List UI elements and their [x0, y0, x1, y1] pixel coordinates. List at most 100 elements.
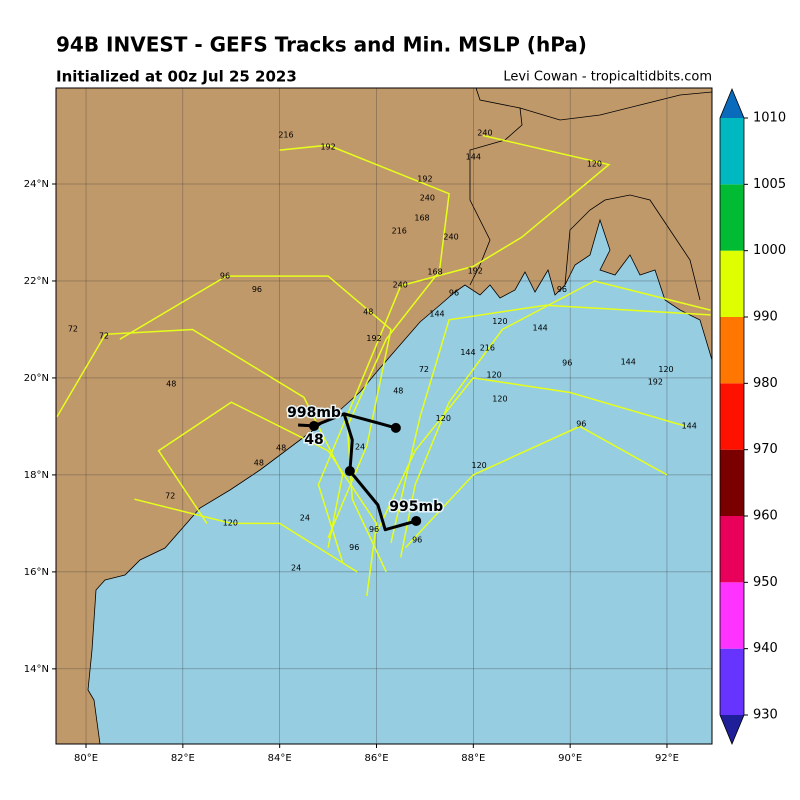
forecast-hour-label: 120	[658, 365, 673, 374]
forecast-hour-label: 24	[300, 514, 310, 523]
y-tick-label: 24°N	[24, 179, 49, 190]
annotation: 998mb	[287, 405, 341, 421]
forecast-hour-label: 96	[252, 285, 262, 294]
colorbar-segment	[720, 383, 744, 450]
x-tick-label: 90°E	[558, 753, 582, 764]
grid	[52, 88, 712, 748]
ensemble-track	[56, 328, 344, 548]
forecast-hour-label: 24	[355, 442, 365, 451]
mean-track	[298, 412, 417, 532]
border	[564, 194, 701, 301]
forecast-hour-label: 240	[393, 280, 408, 289]
colorbar-tick-label: 960	[753, 509, 778, 524]
forecast-hour-label: 216	[278, 131, 293, 140]
forecast-hour-label: 144	[621, 357, 636, 366]
forecast-hour-label: 72	[165, 491, 175, 500]
forecast-hour-label: 144	[532, 324, 547, 333]
forecast-hour-label: 192	[366, 334, 381, 343]
forecast-hour-label: 96	[557, 285, 567, 294]
x-tick-label: 92°E	[655, 753, 679, 764]
forecast-hour-label: 24	[291, 564, 301, 573]
forecast-hour-label: 72	[99, 331, 109, 340]
forecast-hour-label: 96	[349, 543, 359, 552]
ensemble-track	[157, 401, 378, 597]
forecast-hour-label: 120	[223, 518, 238, 527]
y-tick-label: 22°N	[24, 276, 49, 287]
forecast-hour-label: 96	[576, 420, 586, 429]
plot-frame	[55, 87, 713, 745]
colorbar: 930 940 950 960 970 980 990 1000 1005 1010	[719, 87, 786, 746]
forecast-hour-label: 240	[477, 129, 492, 138]
chart-title: 94B INVEST - GEFS Tracks and Min. MSLP (…	[56, 33, 587, 57]
forecast-hour-label: 48	[166, 379, 176, 388]
annotation: 48	[304, 432, 323, 448]
x-tick-label: 84°E	[268, 753, 292, 764]
forecast-hour-label: 96	[220, 272, 230, 281]
forecast-hour-label: 168	[414, 213, 429, 222]
mean-point	[411, 515, 422, 526]
forecast-hour-label: 216	[392, 227, 407, 236]
forecast-hour-label: 48	[276, 443, 286, 452]
x-tick-label: 80°E	[74, 753, 98, 764]
credit: Levi Cowan - tropicaltidbits.com	[503, 70, 712, 85]
colorbar-segment	[720, 317, 744, 384]
y-tick-label: 16°N	[24, 567, 49, 578]
forecast-hour-label: 96	[562, 358, 572, 367]
forecast-hour-label: 216	[480, 343, 495, 352]
colorbar-segment	[720, 449, 744, 516]
forecast-hour-label: 48	[254, 458, 264, 467]
colorbar-segment	[720, 118, 744, 185]
forecast-hour-label: 240	[420, 194, 435, 203]
colorbar-tick-label: 970	[753, 442, 778, 457]
x-tick-label: 86°E	[364, 753, 388, 764]
annotation: 995mb	[389, 499, 443, 515]
forecast-hour-label: 144	[429, 309, 444, 318]
y-tick-label: 14°N	[24, 664, 49, 675]
forecast-hour-label: 96	[449, 289, 459, 298]
border	[519, 91, 712, 121]
forecast-hour-label: 120	[492, 317, 507, 326]
forecast-hour-label: 48	[393, 387, 403, 396]
mean-point	[390, 422, 401, 433]
colorbar-segment	[720, 250, 744, 317]
colorbar-tick-label: 940	[753, 641, 778, 656]
colorbar-tick-label: 990	[753, 310, 778, 325]
forecast-hour-label: 120	[587, 160, 602, 169]
ensemble-track	[399, 280, 711, 558]
forecast-hour-label: 72	[419, 365, 429, 374]
colorbar-segment	[720, 648, 744, 715]
colorbar-under	[720, 715, 744, 744]
forecast-hour-label: 120	[436, 414, 451, 423]
forecast-hour-label: 144	[682, 421, 697, 430]
mean-point	[309, 420, 320, 431]
forecast-hour-label: 192	[468, 266, 483, 275]
colorbar-over	[720, 89, 744, 118]
map-base	[56, 88, 712, 744]
forecast-hour-label: 120	[471, 461, 486, 470]
colorbar-tick-label: 930	[753, 708, 778, 723]
colorbar-tick-label: 1000	[753, 243, 786, 258]
forecast-hour-label: 72	[68, 324, 78, 333]
chart-subtitle: Initialized at 00z Jul 25 2023	[56, 68, 297, 86]
forecast-hour-label: 96	[369, 525, 379, 534]
x-tick-label: 88°E	[461, 753, 485, 764]
colorbar-segment	[720, 184, 744, 251]
forecast-hour-label: 48	[45, 421, 55, 430]
y-tick-label: 18°N	[24, 470, 49, 481]
forecast-hour-label: 192	[648, 377, 663, 386]
forecast-hour-label: 192	[417, 175, 432, 184]
forecast-hour-label: 48	[363, 308, 373, 317]
y-tick-label: 20°N	[24, 373, 49, 384]
forecast-hour-label: 168	[427, 267, 442, 276]
forecast-hour-label: 144	[466, 152, 481, 161]
tracks: 216 192 240 144 120 192 240 168 216 240 168 192 96 96…	[45, 129, 711, 597]
forecast-hour-label: 120	[492, 394, 507, 403]
forecast-hour-label: 120	[486, 371, 501, 380]
ensemble-track	[390, 304, 711, 543]
border	[469, 88, 523, 286]
colorbar-segment	[720, 582, 744, 649]
ensemble-track	[134, 498, 358, 573]
colorbar-segment	[720, 516, 744, 583]
forecast-hour-label: 240	[443, 232, 458, 241]
